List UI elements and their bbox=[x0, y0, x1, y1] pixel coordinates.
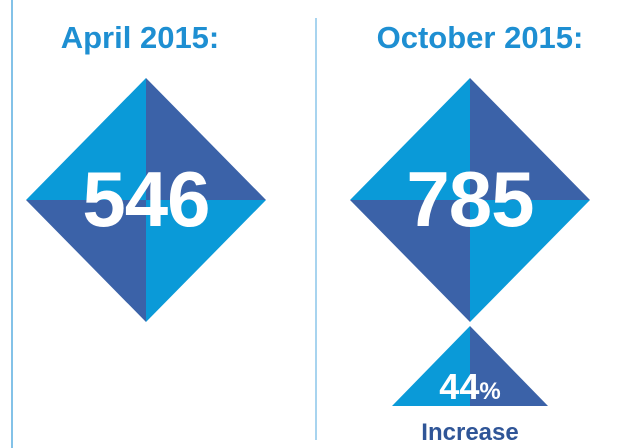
panel-title: October 2015: bbox=[377, 20, 584, 55]
diamond-quadrant bbox=[26, 78, 146, 200]
diamond-quadrant bbox=[146, 200, 266, 322]
panel-value: 546 bbox=[82, 155, 209, 243]
triangle-half bbox=[470, 326, 548, 406]
change-label: Increase bbox=[421, 419, 518, 446]
diamond-quadrant bbox=[470, 200, 590, 322]
change-value: 44% bbox=[439, 366, 500, 407]
diamond-quadrant bbox=[146, 78, 266, 200]
diamond-quadrant bbox=[350, 200, 470, 322]
panel-october: October 2015: 785 44% Increase bbox=[350, 20, 590, 446]
diamond-quadrant bbox=[350, 78, 470, 200]
diamond-quadrant bbox=[26, 200, 146, 322]
change-number: 44 bbox=[439, 366, 479, 407]
panel-value: 785 bbox=[406, 155, 533, 243]
diamond-quadrant bbox=[470, 78, 590, 200]
panel-title: April 2015: bbox=[61, 20, 220, 55]
panel-april: April 2015: 546 bbox=[26, 20, 266, 322]
change-unit: % bbox=[479, 378, 500, 405]
triangle-half bbox=[392, 326, 470, 406]
